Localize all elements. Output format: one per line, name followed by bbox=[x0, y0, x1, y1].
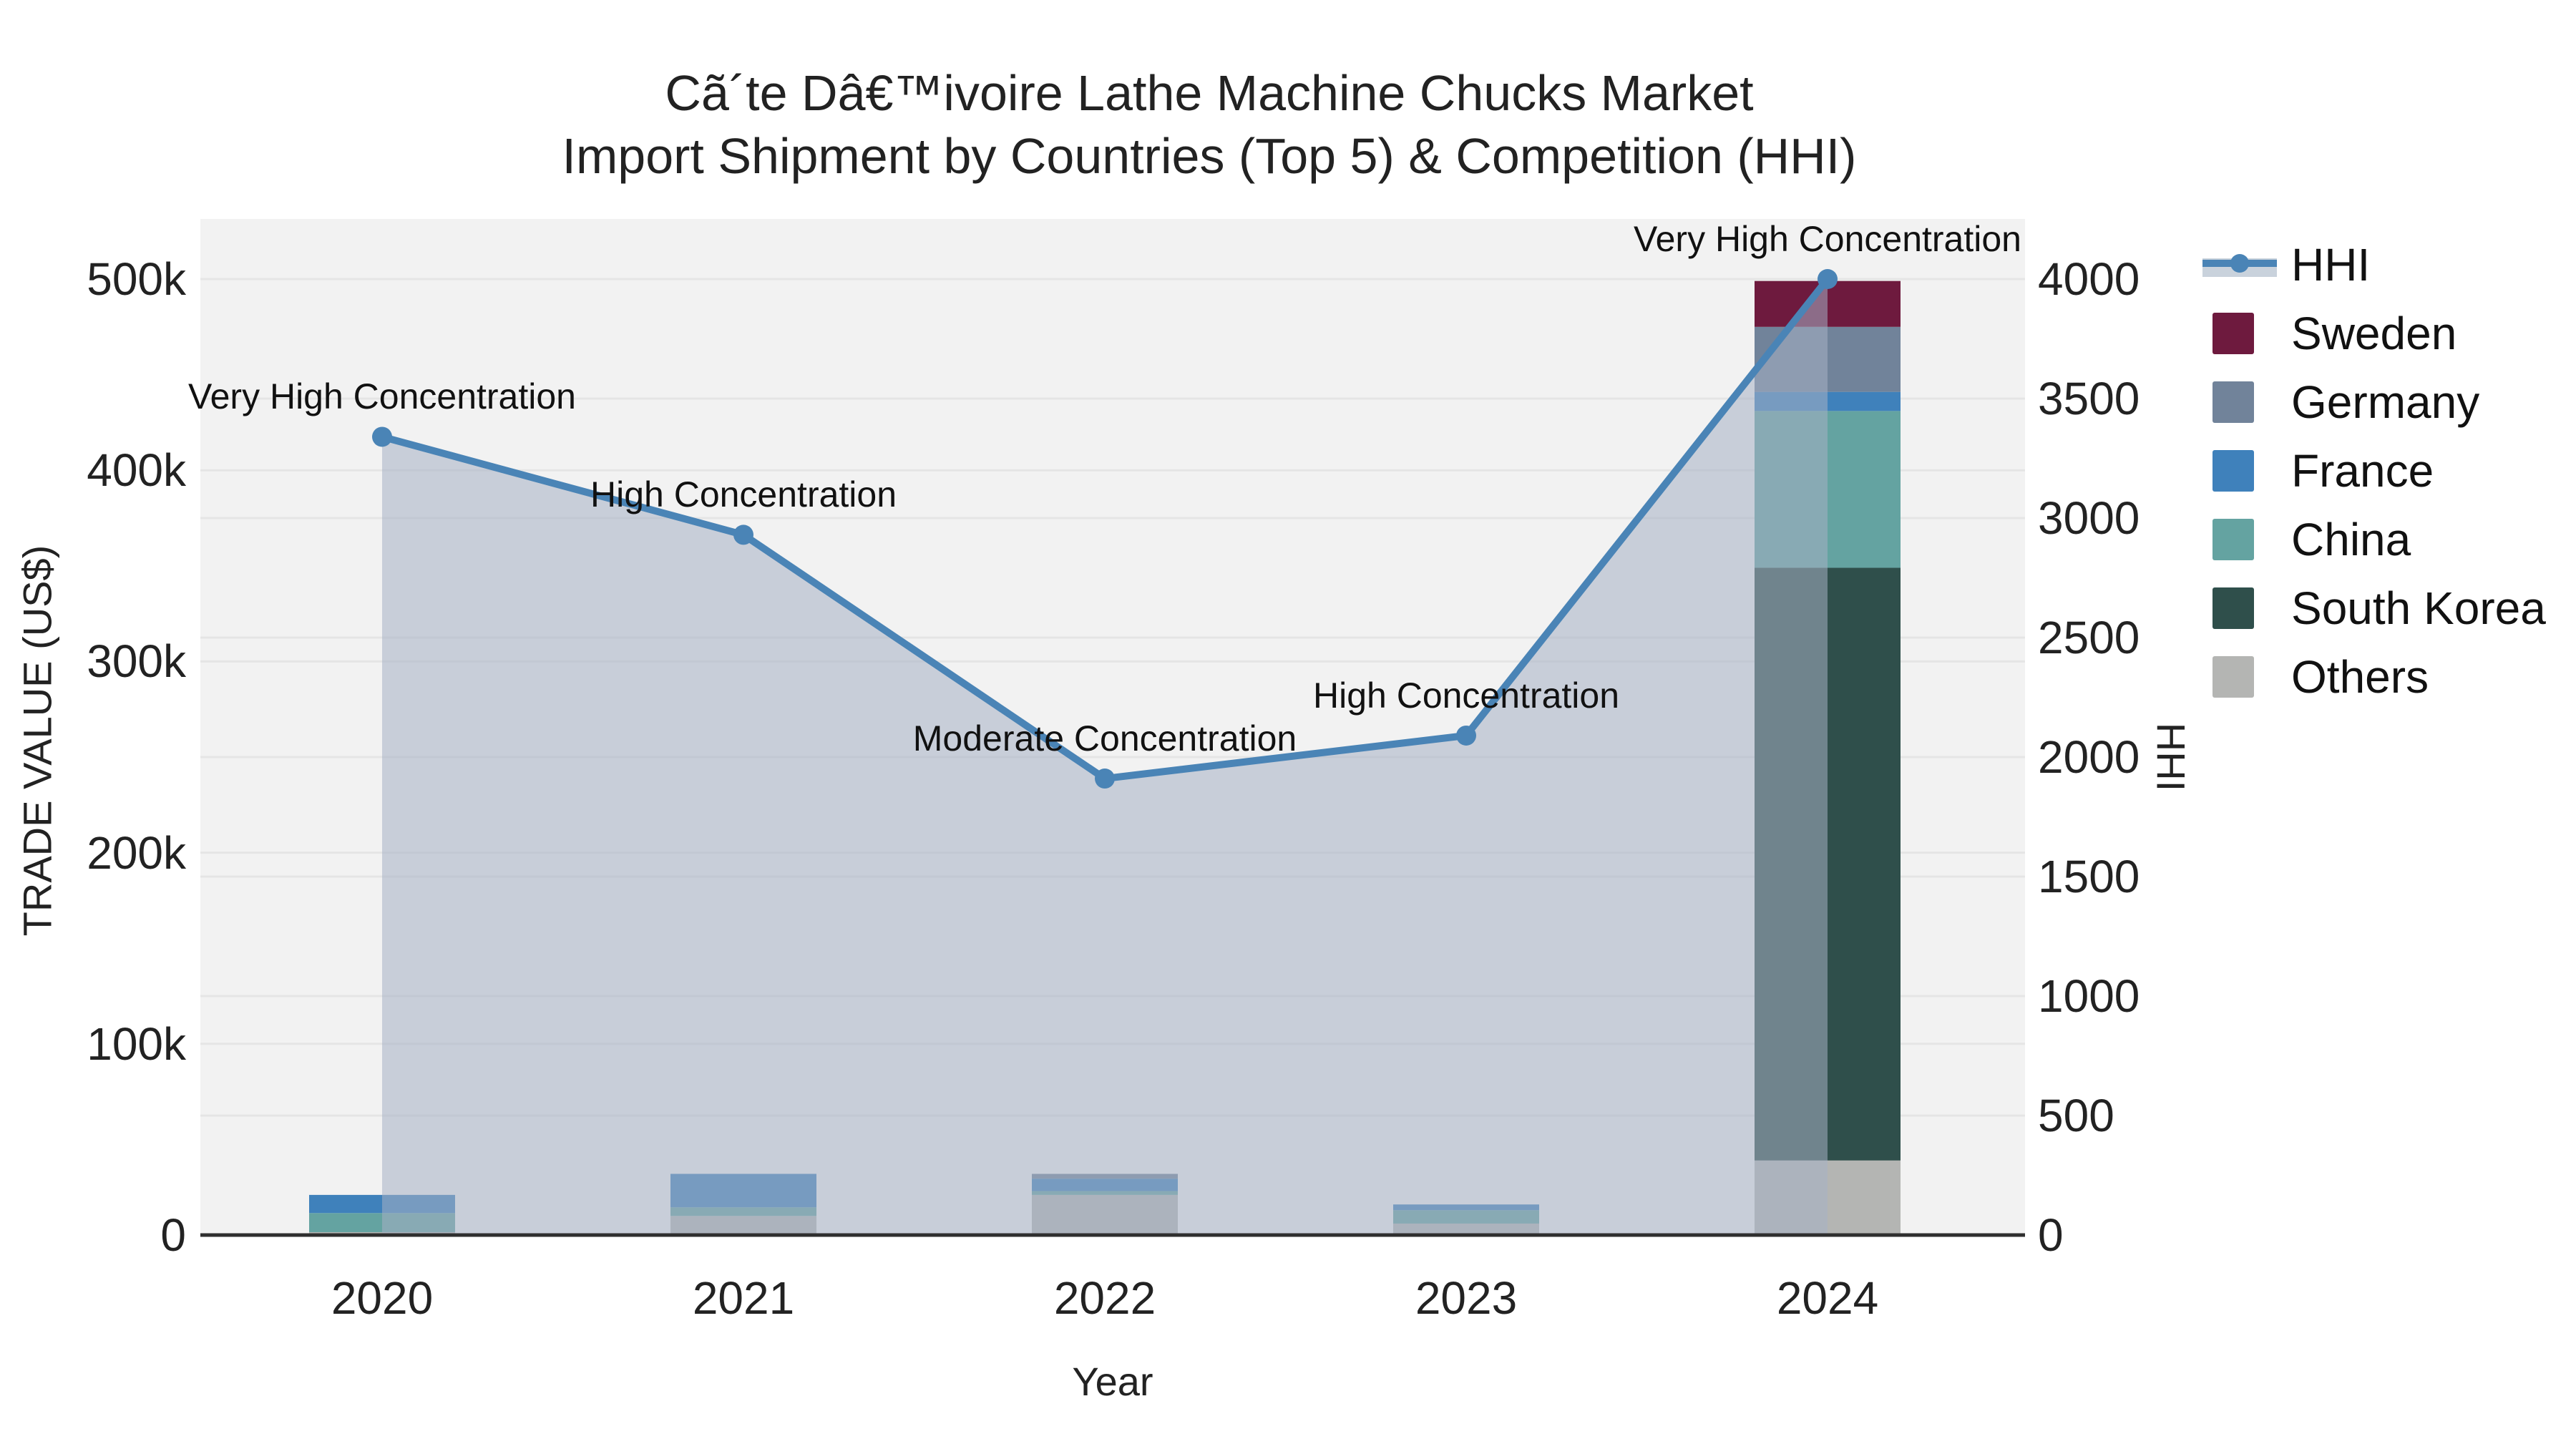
legend-label: Others bbox=[2291, 651, 2429, 703]
y-tick-100k: 100k bbox=[87, 1018, 186, 1070]
legend-swatch-icon bbox=[2202, 450, 2281, 492]
legend-swatch-icon bbox=[2202, 381, 2281, 423]
legend-item-south-korea[interactable]: South Korea bbox=[2202, 574, 2546, 643]
y2-tick-2500: 2500 bbox=[2038, 612, 2140, 663]
legend-label: France bbox=[2291, 445, 2434, 497]
hhi-marker-2024[interactable] bbox=[1818, 269, 1838, 289]
chart-title: Cã´te Dâ€™ivoire Lathe Machine Chucks Ma… bbox=[0, 62, 2419, 187]
legend-swatch-icon bbox=[2202, 587, 2281, 629]
hhi-area-fill bbox=[382, 279, 1828, 1235]
hhi-marker-2023[interactable] bbox=[1456, 725, 1476, 746]
left-axis-title: TRADE VALUE (US$) bbox=[14, 545, 60, 937]
legend: HHI Sweden Germany France China South Korea Ot… bbox=[2202, 230, 2546, 711]
y2-tick-1000: 1000 bbox=[2038, 970, 2140, 1022]
legend-item-sweden[interactable]: Sweden bbox=[2202, 299, 2546, 368]
x-tick-2022: 2022 bbox=[1053, 1272, 1156, 1324]
legend-label: China bbox=[2291, 514, 2411, 565]
legend-label: Germany bbox=[2291, 376, 2480, 428]
y-tick-300k: 300k bbox=[87, 635, 186, 688]
legend-item-others[interactable]: Others bbox=[2202, 643, 2546, 711]
legend-item-germany[interactable]: Germany bbox=[2202, 368, 2546, 436]
legend-swatch-icon bbox=[2202, 519, 2281, 560]
hhi-marker-2022[interactable] bbox=[1095, 769, 1115, 789]
legend-item-china[interactable]: China bbox=[2202, 505, 2546, 574]
annotation-2020: Very High Concentration bbox=[188, 376, 576, 417]
y2-tick-3000: 3000 bbox=[2038, 492, 2140, 544]
legend-item-hhi[interactable]: HHI bbox=[2202, 230, 2546, 299]
hhi-marker-2021[interactable] bbox=[733, 525, 753, 545]
y2-tick-3500: 3500 bbox=[2038, 373, 2140, 424]
legend-label: HHI bbox=[2291, 239, 2371, 291]
annotation-2024: Very High Concentration bbox=[1634, 219, 2021, 259]
x-axis-title: Year bbox=[1072, 1359, 1153, 1404]
x-tick-2023: 2023 bbox=[1415, 1272, 1518, 1324]
right-axis-title: HHI bbox=[2148, 722, 2194, 792]
y2-tick-500: 500 bbox=[2038, 1090, 2114, 1141]
hhi-marker-2020[interactable] bbox=[372, 426, 392, 447]
y-tick-500k: 500k bbox=[87, 253, 186, 305]
chart-title-line1: Cã´te Dâ€™ivoire Lathe Machine Chucks Ma… bbox=[665, 65, 1754, 121]
y2-tick-1500: 1500 bbox=[2038, 851, 2140, 902]
y-tick-400k: 400k bbox=[87, 444, 186, 497]
annotation-2021: High Concentration bbox=[590, 474, 897, 515]
x-tick-2024: 2024 bbox=[1776, 1272, 1879, 1324]
x-tick-2020: 2020 bbox=[331, 1272, 434, 1324]
annotation-2023: High Concentration bbox=[1312, 675, 1620, 716]
chart-title-line2: Import Shipment by Countries (Top 5) & C… bbox=[562, 128, 1857, 184]
legend-label: Sweden bbox=[2291, 308, 2457, 359]
legend-label: South Korea bbox=[2291, 582, 2546, 634]
y-tick-0: 0 bbox=[160, 1209, 186, 1261]
legend-swatch-icon bbox=[2202, 656, 2281, 698]
hhi-line-icon bbox=[2202, 253, 2281, 277]
x-tick-2021: 2021 bbox=[692, 1272, 795, 1324]
y2-tick-0: 0 bbox=[2038, 1209, 2064, 1261]
y2-tick-2000: 2000 bbox=[2038, 731, 2140, 783]
annotation-2022: Moderate Concentration bbox=[912, 718, 1297, 759]
legend-item-france[interactable]: France bbox=[2202, 436, 2546, 505]
y2-tick-4000: 4000 bbox=[2038, 253, 2140, 305]
y-tick-200k: 200k bbox=[87, 826, 186, 879]
legend-swatch-icon bbox=[2202, 313, 2281, 354]
